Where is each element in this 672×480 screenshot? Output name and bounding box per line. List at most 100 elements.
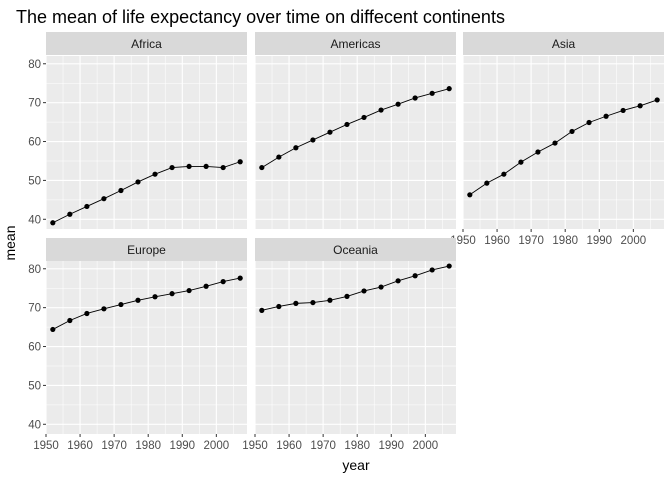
x-tick-label: 2000 (413, 440, 439, 452)
x-tick-label: 1970 (101, 440, 127, 452)
data-point-europe (237, 275, 243, 281)
data-point-oceania (276, 303, 282, 310)
data-point-americas (276, 154, 282, 160)
data-point-americas (259, 164, 265, 171)
facet-africa: Africa 40 50 60 70 80 (28, 32, 247, 229)
data-point-oceania (293, 300, 299, 306)
y-tick-label: 50 (28, 380, 41, 392)
x-tick-label: 1960 (484, 235, 510, 247)
data-point-americas (429, 90, 435, 96)
x-tick-label: 1950 (242, 440, 268, 452)
y-tick-label: 70 (28, 303, 41, 315)
x-tick-label: 1980 (552, 235, 578, 247)
facet-strip-label-africa: Africa (131, 37, 162, 51)
data-point-americas (446, 86, 452, 92)
facet-strip-europe (46, 238, 247, 261)
data-point-europe (50, 326, 56, 333)
data-point-europe (203, 283, 209, 289)
x-tick-label: 1950 (450, 235, 476, 247)
facet-strip-asia (463, 32, 664, 55)
y-tick-label: 60 (28, 342, 41, 354)
x-tick-label: 1980 (344, 440, 370, 452)
data-point-asia (535, 149, 541, 155)
data-point-americas (327, 129, 333, 135)
data-point-asia (637, 103, 643, 109)
y-axis-title: mean (2, 225, 18, 260)
panel-background-europe (46, 261, 247, 434)
data-point-asia (586, 119, 592, 126)
data-point-asia (654, 97, 660, 103)
chart-title: The mean of life expectancy over time on… (16, 7, 505, 27)
data-point-africa (135, 179, 141, 185)
series-line-africa (52, 161, 241, 224)
data-point-oceania (361, 288, 367, 294)
facet-panels: Africa 40 50 60 70 80 Americas Asia 1950 1960 1970… (28, 32, 664, 452)
x-tick-label: 1960 (67, 440, 93, 452)
x-tick-label: 1990 (586, 235, 612, 247)
x-tick-label: 1950 (33, 440, 59, 452)
y-tick-label: 50 (28, 175, 41, 187)
data-point-africa (152, 171, 158, 177)
x-tick-label: 2000 (204, 440, 230, 452)
x-tick-label: 1960 (276, 440, 302, 452)
data-point-africa (84, 203, 90, 210)
data-point-asia (603, 113, 609, 119)
data-point-africa (50, 220, 56, 226)
data-point-europe (186, 287, 192, 294)
data-point-europe (67, 317, 73, 324)
data-point-americas (293, 145, 299, 151)
y-tick-label: 70 (28, 98, 41, 110)
data-point-oceania (378, 284, 384, 290)
y-tick-label: 80 (28, 264, 41, 276)
panel-background-asia (463, 56, 664, 229)
data-point-africa (67, 211, 73, 217)
data-point-europe (118, 301, 124, 308)
data-point-americas (310, 137, 316, 143)
data-point-asia (518, 159, 524, 165)
data-point-americas (412, 95, 418, 101)
y-tick-label: 40 (28, 214, 41, 226)
facet-strip-oceania (255, 238, 456, 261)
data-point-oceania (259, 307, 265, 313)
facet-strip-label-europe: Europe (127, 243, 166, 257)
data-point-asia (620, 107, 626, 114)
data-point-africa (237, 159, 243, 165)
data-point-oceania (446, 263, 452, 269)
x-tick-label: 1990 (169, 440, 195, 452)
data-point-oceania (395, 278, 401, 284)
x-tick-label: 1980 (135, 440, 161, 452)
data-point-oceania (344, 293, 350, 299)
series-line-europe (52, 277, 241, 330)
data-point-africa (186, 163, 192, 170)
data-point-europe (101, 306, 107, 312)
panel-background-oceania (255, 261, 456, 434)
facet-americas: Americas (254, 32, 456, 229)
data-point-americas (361, 114, 367, 121)
facet-europe: Europe 40 50 60 70 80 1950 1960 1970 1980 1990 2000 (28, 238, 247, 452)
data-point-europe (84, 310, 90, 317)
y-tick-label: 80 (28, 59, 41, 71)
data-point-oceania (412, 273, 418, 279)
facet-oceania: Oceania 1950 1960 1970 1980 1990 2000 (242, 238, 456, 452)
facet-strip-americas (255, 32, 456, 55)
data-point-europe (220, 279, 226, 285)
data-point-americas (378, 107, 384, 113)
x-axis-title: year (342, 457, 370, 473)
facet-strip-label-oceania: Oceania (333, 243, 378, 257)
facet-asia: Asia 1950 1960 1970 1980 1990 2000 (450, 32, 664, 247)
data-point-asia (552, 140, 558, 146)
x-tick-label: 1990 (378, 440, 404, 452)
y-tick-label: 60 (28, 137, 41, 149)
data-point-africa (220, 164, 226, 171)
data-point-oceania (429, 267, 435, 273)
data-point-asia (484, 180, 490, 186)
x-tick-label: 1970 (310, 440, 336, 452)
series-line-americas (261, 88, 450, 168)
data-point-asia (501, 171, 507, 177)
data-point-africa (203, 163, 209, 170)
facet-strip-africa (46, 32, 247, 55)
data-point-africa (118, 187, 124, 194)
data-point-europe (152, 294, 158, 300)
data-point-americas (395, 101, 401, 107)
data-point-americas (344, 121, 350, 128)
